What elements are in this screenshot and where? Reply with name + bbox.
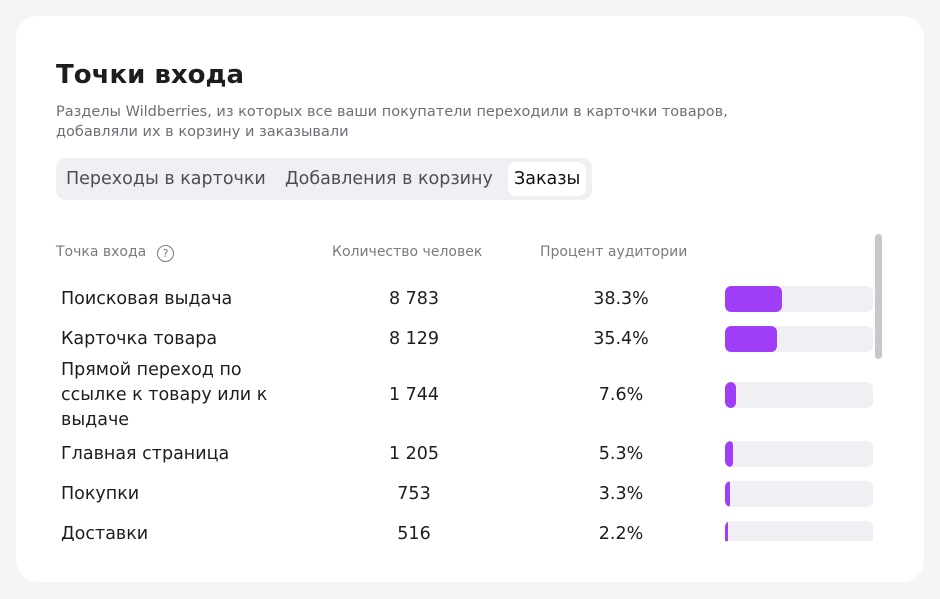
bar-track bbox=[725, 326, 873, 352]
tab[interactable]: Заказы bbox=[508, 162, 587, 196]
entry-name: Главная страница bbox=[61, 444, 230, 464]
column-header: Количество человек bbox=[332, 244, 483, 260]
percent: 38.3% bbox=[593, 288, 649, 309]
bar bbox=[725, 521, 729, 541]
column-header: Процент аудитории bbox=[540, 244, 688, 260]
bar-track bbox=[725, 382, 873, 408]
count: 8 129 bbox=[388, 328, 440, 349]
tab-bar: Переходы в карточки Добавления в корзину З… bbox=[56, 158, 592, 200]
bar bbox=[725, 286, 782, 312]
entry-name: Карточка товара bbox=[61, 329, 218, 349]
bar-track bbox=[725, 521, 873, 541]
bar-track bbox=[725, 441, 873, 467]
percent: 3.3% bbox=[598, 483, 644, 504]
tab[interactable]: Добавления в корзину bbox=[285, 169, 493, 189]
count: 1 205 bbox=[388, 443, 440, 464]
entry-name: Доставки bbox=[61, 524, 149, 541]
count: 516 bbox=[397, 523, 431, 542]
help-icon[interactable]: ? bbox=[157, 245, 174, 262]
title: Точки входа bbox=[56, 60, 244, 90]
entry-name: Прямой переход по ссылке к товару или к … bbox=[61, 360, 268, 430]
bar-track bbox=[725, 481, 873, 507]
entry-name: Покупки bbox=[61, 484, 140, 504]
scrollbar[interactable] bbox=[875, 234, 882, 359]
bar bbox=[725, 326, 778, 352]
subtitle: Разделы Wildberries, из которых все ваши… bbox=[56, 104, 728, 140]
tab[interactable]: Переходы в карточки bbox=[66, 169, 266, 189]
table-body: Поисковая выдача 8 783 38.3% Карточка товар… bbox=[16, 276, 876, 541]
count: 1 744 bbox=[388, 384, 440, 405]
count: 753 bbox=[397, 483, 431, 504]
column-header: Точка входа bbox=[56, 244, 147, 260]
card: Точки входа Разделы Wildberries, из кото… bbox=[16, 16, 924, 582]
count: 8 783 bbox=[388, 288, 440, 309]
percent: 2.2% bbox=[598, 523, 644, 542]
bar bbox=[725, 382, 737, 408]
bar bbox=[725, 441, 733, 467]
percent: 5.3% bbox=[598, 443, 644, 464]
percent: 35.4% bbox=[593, 328, 649, 349]
bar-track bbox=[725, 286, 873, 312]
bar bbox=[725, 481, 730, 507]
percent: 7.6% bbox=[598, 384, 644, 405]
entry-name: Поисковая выдача bbox=[61, 289, 233, 309]
